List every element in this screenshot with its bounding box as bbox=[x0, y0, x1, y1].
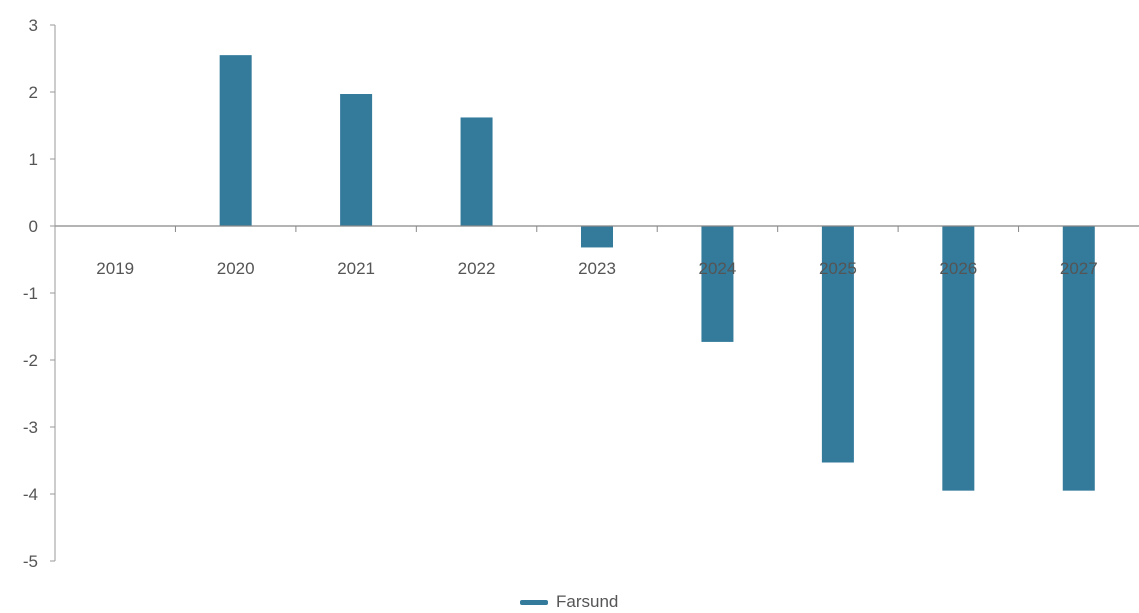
y-tick-label: 3 bbox=[29, 16, 38, 35]
bar-2026[interactable] bbox=[942, 226, 975, 491]
y-tick-label: 2 bbox=[29, 83, 38, 102]
x-axis: 2019 2020 2021 2022 2023 2024 2025 2026 2027 bbox=[96, 226, 1098, 278]
y-tick-label: -3 bbox=[23, 418, 38, 437]
x-tick-label-2027: 2027 bbox=[1060, 259, 1098, 278]
y-tick-label: -1 bbox=[23, 284, 38, 303]
bar-2025[interactable] bbox=[821, 226, 854, 463]
x-tick-label-2026: 2026 bbox=[939, 259, 977, 278]
y-tick-label: -5 bbox=[23, 552, 38, 571]
bar-2023[interactable] bbox=[581, 226, 613, 248]
y-tick-label: -4 bbox=[23, 485, 38, 504]
bar-series bbox=[219, 55, 1095, 491]
x-tick-label-2023: 2023 bbox=[578, 259, 616, 278]
y-axis: 3 2 1 0 -1 -2 -3 -4 -5 bbox=[23, 16, 55, 571]
legend-swatch-farsund bbox=[520, 599, 548, 605]
bar-2024[interactable] bbox=[701, 226, 734, 342]
bar-2020[interactable] bbox=[219, 55, 252, 227]
legend[interactable]: Farsund bbox=[520, 592, 618, 612]
y-tick-label: 1 bbox=[29, 150, 38, 169]
bar-2022[interactable] bbox=[460, 117, 493, 226]
y-tick-label: -2 bbox=[23, 351, 38, 370]
x-tick-label-2019: 2019 bbox=[96, 259, 134, 278]
x-tick-label-2024: 2024 bbox=[699, 259, 737, 278]
x-tick-label-2022: 2022 bbox=[458, 259, 496, 278]
x-tick-label-2021: 2021 bbox=[337, 259, 375, 278]
bar-2021[interactable] bbox=[340, 94, 373, 226]
y-tick-label: 0 bbox=[29, 217, 38, 236]
bar-2027[interactable] bbox=[1062, 226, 1095, 491]
legend-label-farsund: Farsund bbox=[556, 592, 619, 611]
x-tick-label-2025: 2025 bbox=[819, 259, 857, 278]
x-tick-label-2020: 2020 bbox=[217, 259, 255, 278]
